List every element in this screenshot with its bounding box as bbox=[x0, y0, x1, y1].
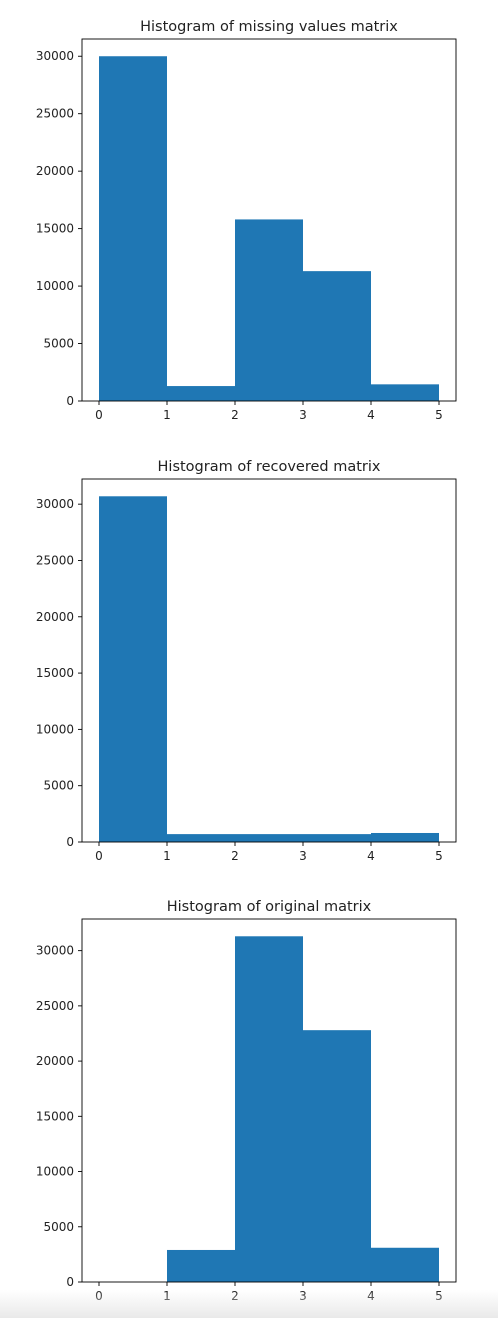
x-tick-label: 0 bbox=[95, 1289, 103, 1303]
y-tick-label: 20000 bbox=[36, 1054, 74, 1068]
y-tick-label: 5000 bbox=[43, 337, 74, 351]
y-tick-label: 0 bbox=[66, 1275, 74, 1289]
axes-frame bbox=[81, 918, 457, 1283]
x-tick-label: 0 bbox=[95, 849, 103, 863]
y-tick-label: 30000 bbox=[36, 944, 74, 958]
x-tick-label: 1 bbox=[163, 1289, 171, 1303]
x-tick-label: 5 bbox=[435, 408, 443, 422]
histogram-bar bbox=[167, 1249, 235, 1282]
y-tick-label: 25000 bbox=[36, 999, 74, 1013]
x-tick-label: 1 bbox=[163, 849, 171, 863]
chart-title: Histogram of recovered matrix bbox=[158, 459, 381, 475]
chart-title: Histogram of missing values matrix bbox=[140, 19, 398, 35]
histogram-bar bbox=[371, 832, 439, 842]
y-tick-label: 25000 bbox=[36, 107, 74, 121]
y-tick-label: 15000 bbox=[36, 222, 74, 236]
y-tick-label: 15000 bbox=[36, 666, 74, 680]
x-tick-label: 3 bbox=[299, 1289, 307, 1303]
x-tick-label: 3 bbox=[299, 408, 307, 422]
y-tick-label: 20000 bbox=[36, 610, 74, 624]
chart-1: Histogram of missing values matrix 0 1 2 3 4 5… bbox=[36, 19, 457, 422]
x-tick-label: 3 bbox=[299, 849, 307, 863]
y-tick-label: 5000 bbox=[43, 1220, 74, 1234]
histogram-bar bbox=[235, 936, 303, 1282]
x-tick-label: 4 bbox=[367, 849, 375, 863]
y-tick-label: 30000 bbox=[36, 497, 74, 511]
x-tick-label: 4 bbox=[367, 408, 375, 422]
histogram-bar bbox=[303, 1030, 371, 1282]
chart-3: Histogram of original matrix 0 1 2 3 4 5 0 5000 1… bbox=[36, 899, 457, 1303]
x-tick-label: 5 bbox=[435, 849, 443, 863]
y-tick-label: 0 bbox=[66, 394, 74, 408]
x-tick-label: 2 bbox=[231, 849, 239, 863]
y-tick-label: 25000 bbox=[36, 553, 74, 567]
y-tick-label: 10000 bbox=[36, 722, 74, 736]
histogram-bar bbox=[235, 219, 303, 401]
x-tick-label: 0 bbox=[95, 408, 103, 422]
y-tick-label: 0 bbox=[66, 835, 74, 849]
y-tick-label: 20000 bbox=[36, 164, 74, 178]
histogram-bar bbox=[99, 56, 167, 401]
x-tick-label: 5 bbox=[435, 1289, 443, 1303]
histogram-bar bbox=[167, 834, 235, 842]
histogram-bar bbox=[167, 386, 235, 401]
y-tick-label: 30000 bbox=[36, 49, 74, 63]
histogram-bar bbox=[371, 1247, 439, 1282]
x-tick-label: 1 bbox=[163, 408, 171, 422]
histogram-bar bbox=[303, 834, 371, 842]
x-tick-label: 4 bbox=[367, 1289, 375, 1303]
histogram-bar bbox=[371, 384, 439, 401]
y-tick-label: 5000 bbox=[43, 779, 74, 793]
x-tick-label: 2 bbox=[231, 1289, 239, 1303]
histogram-bar bbox=[99, 496, 167, 842]
histogram-bar bbox=[303, 271, 371, 401]
x-tick-label: 2 bbox=[231, 408, 239, 422]
chart-title: Histogram of original matrix bbox=[167, 899, 372, 915]
y-tick-label: 15000 bbox=[36, 1109, 74, 1123]
y-tick-label: 10000 bbox=[36, 1165, 74, 1179]
axes-frame bbox=[81, 478, 457, 843]
chart-2: Histogram of recovered matrix 0 1 2 3 4 5 0 5000… bbox=[36, 459, 457, 863]
axes-frame bbox=[81, 38, 457, 402]
histogram-bar bbox=[235, 834, 303, 842]
y-tick-label: 10000 bbox=[36, 279, 74, 293]
